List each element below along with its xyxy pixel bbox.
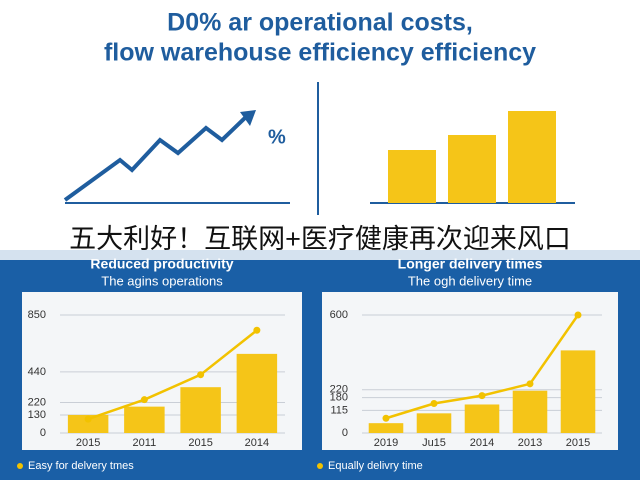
- y-tick-label: 180: [330, 392, 348, 404]
- title-line: flow warehouse efficiency efficiency: [104, 39, 536, 67]
- icon-label: %: [268, 126, 286, 148]
- icon-bar: [508, 111, 556, 203]
- x-tick-label: 2014: [470, 437, 494, 449]
- bar: [512, 390, 548, 433]
- chart-subtitle: The ogh delivery time: [408, 273, 532, 288]
- trend-line: [87, 329, 258, 421]
- trend-point: [382, 414, 390, 422]
- bar: [560, 350, 596, 433]
- trend-point: [574, 311, 582, 319]
- legend-label: Equally delivry time: [328, 460, 423, 472]
- bar: [464, 404, 500, 433]
- y-tick-label: 440: [28, 366, 46, 378]
- bar: [124, 406, 165, 433]
- y-tick-label: 130: [28, 409, 46, 421]
- x-tick-label: 2015: [566, 437, 590, 449]
- y-tick-label: 850: [28, 309, 46, 321]
- trend-point: [253, 326, 261, 334]
- x-tick-label: 2019: [374, 437, 398, 449]
- x-tick-label: 2011: [133, 437, 157, 449]
- bar: [416, 413, 452, 433]
- x-tick-label: 2015: [76, 437, 100, 449]
- y-tick-label: 0: [40, 427, 46, 439]
- y-tick-label: 0: [342, 427, 348, 439]
- bar: [368, 423, 404, 433]
- bar: [180, 387, 221, 433]
- trend-point: [84, 415, 92, 423]
- banner-text: 五大利好！互联网+医疗健康再次迎来风口: [69, 224, 571, 254]
- trend-point: [140, 396, 148, 404]
- x-tick-label: 2014: [245, 437, 269, 449]
- y-tick-label: 115: [330, 404, 348, 416]
- legend-marker: [17, 463, 23, 469]
- trend-point: [197, 371, 205, 379]
- y-tick-label: 600: [330, 309, 348, 321]
- trend-point: [478, 392, 486, 400]
- legend-marker: [317, 463, 323, 469]
- x-tick-label: 2015: [188, 437, 212, 449]
- icon-bar: [448, 135, 496, 203]
- banner-band: [0, 220, 640, 260]
- icon-arrow: [240, 110, 256, 126]
- trend-point: [430, 400, 438, 407]
- title-line: D0% ar operational costs,: [167, 9, 473, 37]
- icon-trend-line: [63, 113, 250, 202]
- legend-label: Easy for delvery tmes: [28, 460, 134, 472]
- x-tick-label: 2013: [518, 437, 542, 449]
- bar: [236, 353, 278, 433]
- trend-point: [526, 380, 534, 388]
- chart-title: Longer delivery times: [398, 256, 543, 272]
- x-tick-label: Ju15: [422, 437, 446, 449]
- icon-bar: [388, 150, 436, 203]
- chart-subtitle: The agins operations: [101, 273, 223, 288]
- chart-title: Reduced productivity: [90, 256, 233, 272]
- y-tick-label: 220: [28, 396, 46, 408]
- bar: [67, 414, 109, 433]
- y-tick-label: 220: [330, 384, 348, 396]
